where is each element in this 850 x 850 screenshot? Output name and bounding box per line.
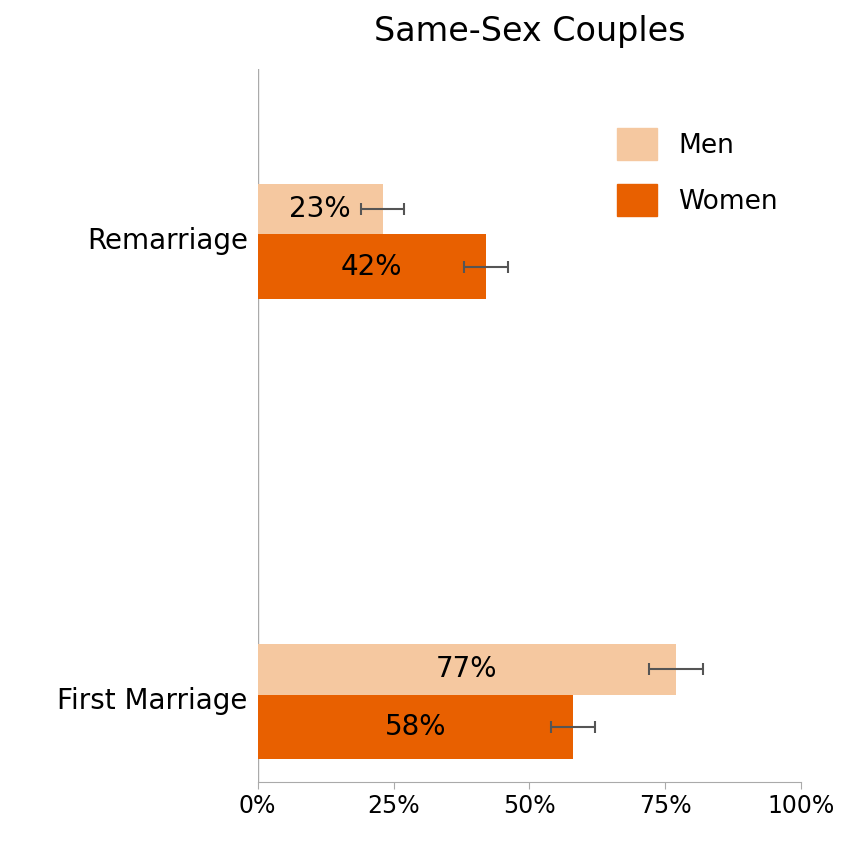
Bar: [258, 694, 573, 759]
Bar: [258, 184, 382, 235]
Text: 42%: 42%: [341, 252, 403, 280]
Title: Same-Sex Couples: Same-Sex Couples: [374, 15, 685, 48]
Bar: [258, 235, 486, 299]
Bar: [258, 644, 677, 694]
Text: 23%: 23%: [289, 196, 351, 224]
Legend: Men, Women: Men, Women: [607, 117, 788, 227]
Text: 77%: 77%: [436, 655, 498, 683]
Text: 58%: 58%: [384, 713, 446, 741]
